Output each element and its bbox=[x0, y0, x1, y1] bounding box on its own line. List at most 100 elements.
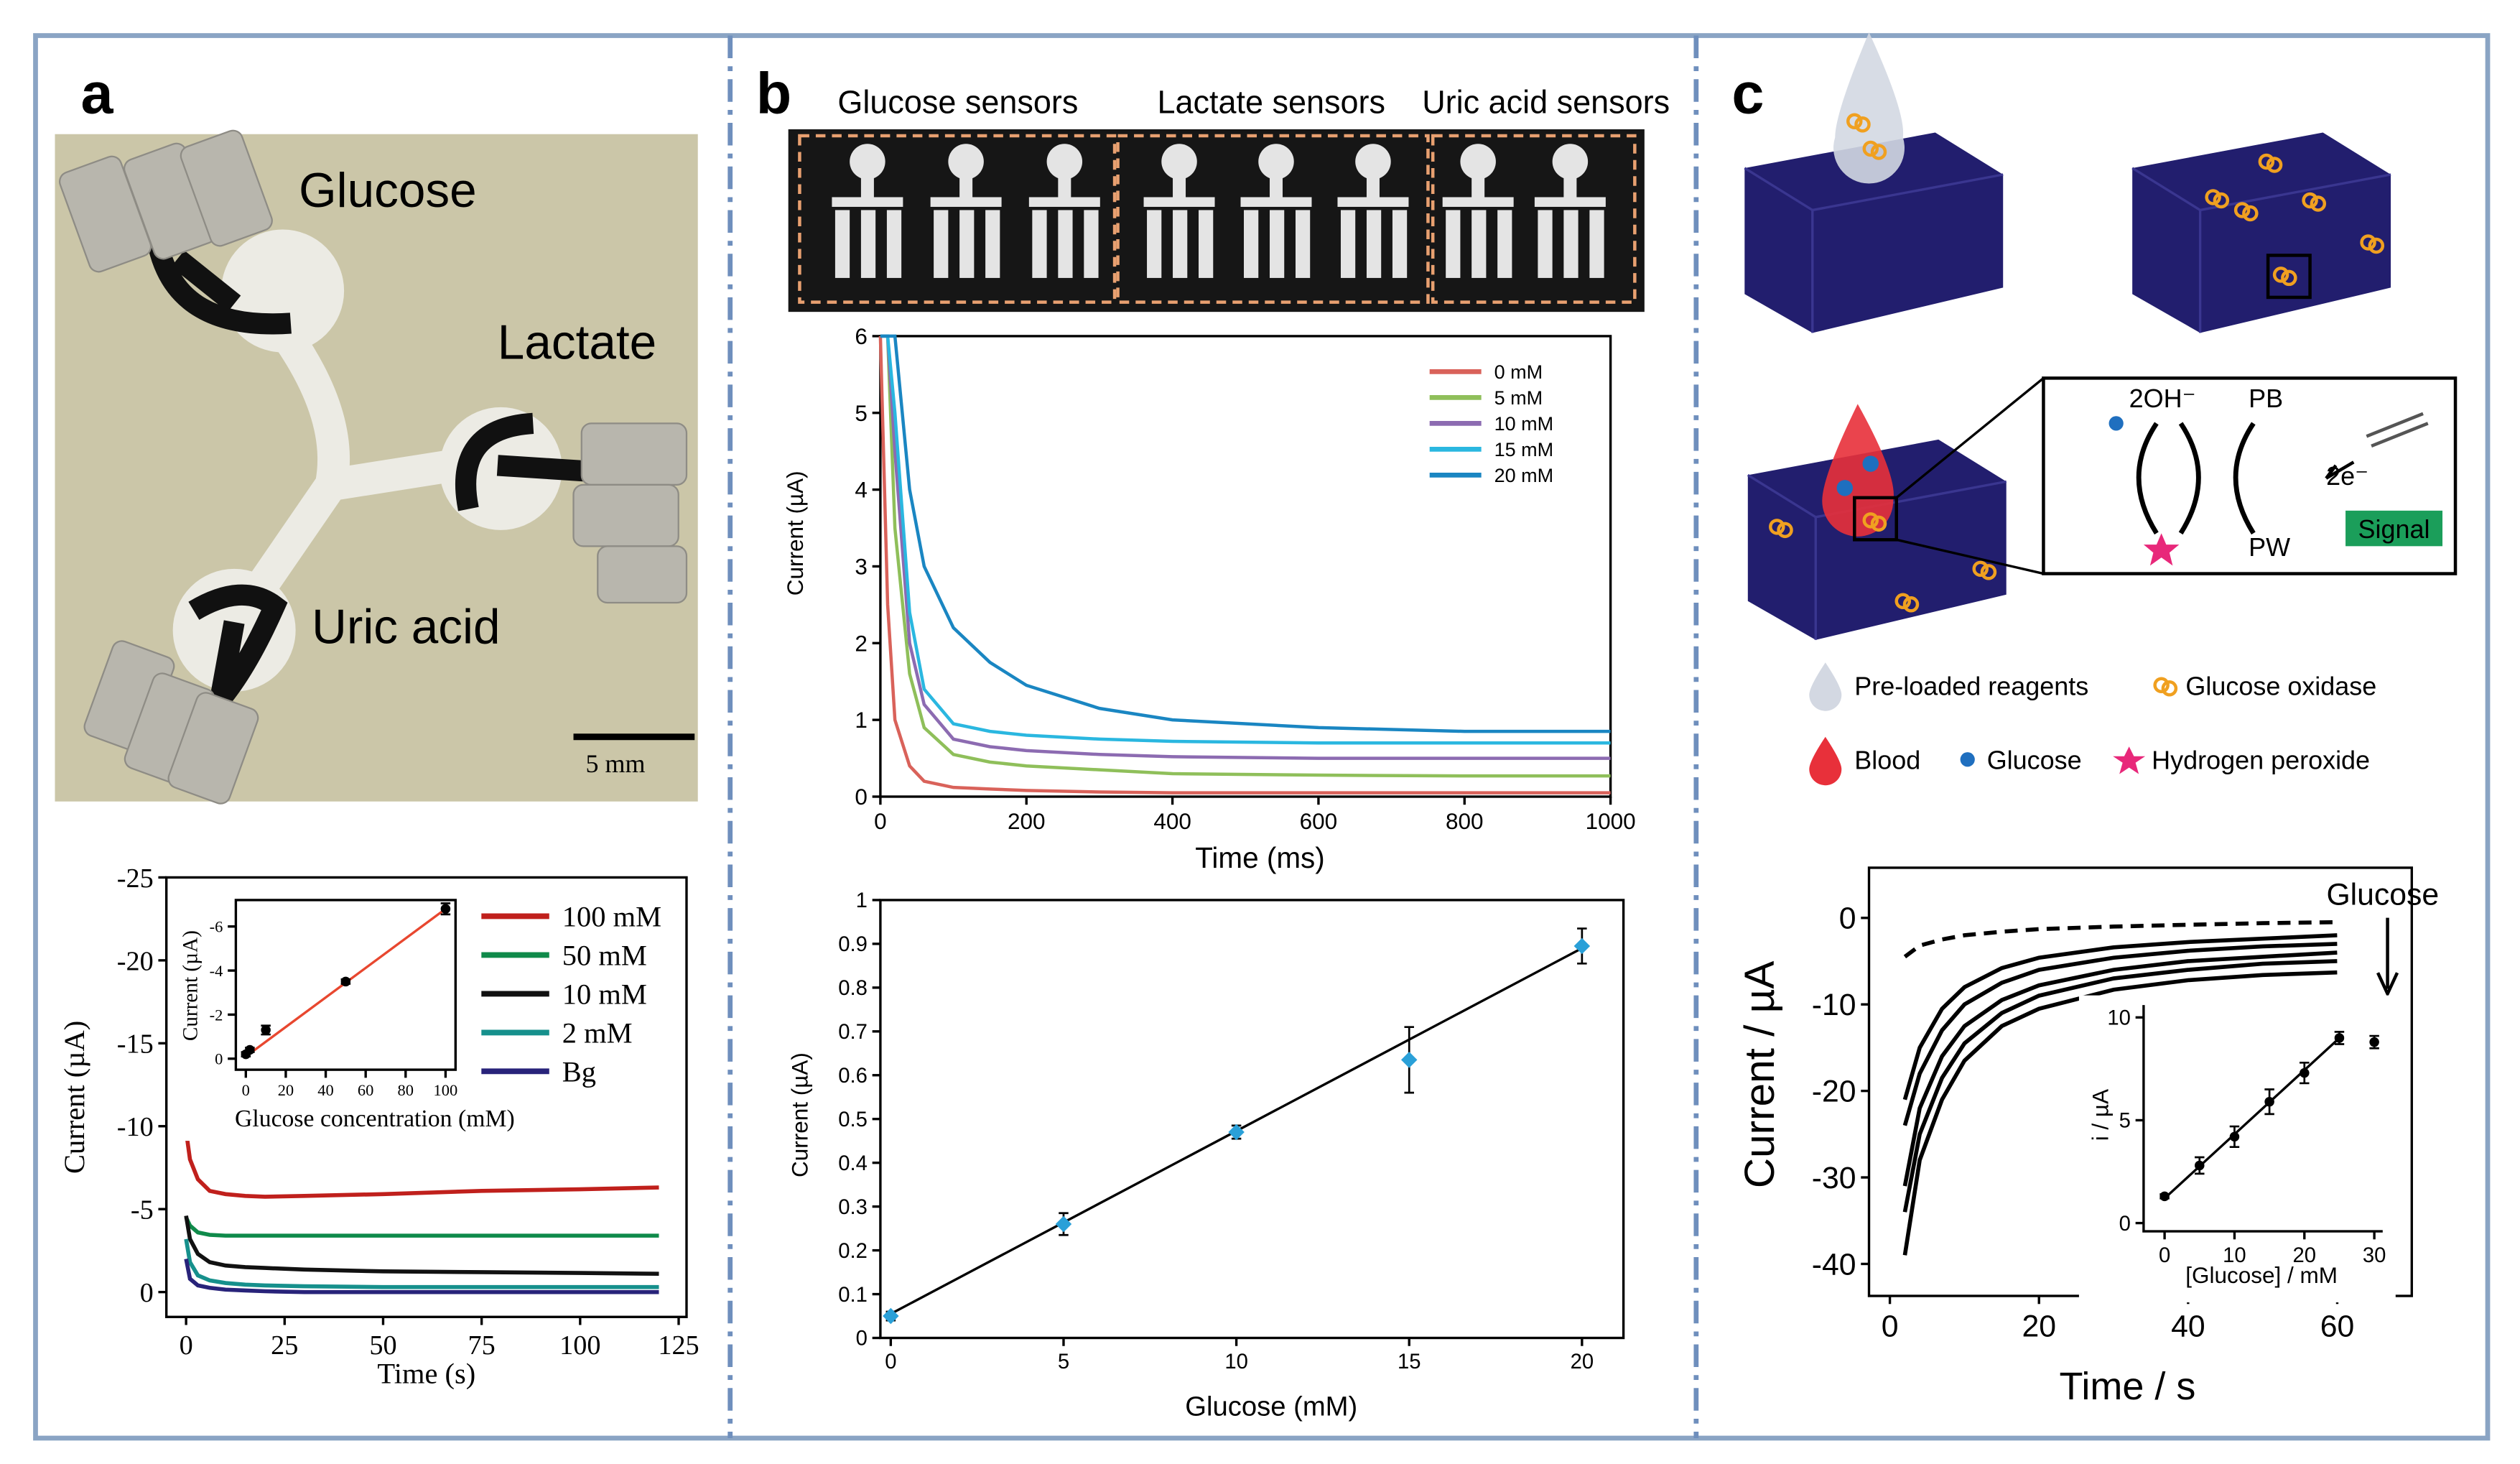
data-line bbox=[1902, 970, 2338, 1256]
cycle-label: 2e⁻ bbox=[2326, 461, 2368, 491]
x-tick-label: 60 bbox=[358, 1081, 373, 1099]
plot-frame bbox=[234, 899, 457, 1071]
photo-label: Glucose bbox=[299, 164, 477, 218]
y-tick-label: 10 bbox=[2107, 1007, 2131, 1030]
y-tick-label: 1 bbox=[855, 707, 868, 733]
legend-label: 0 mM bbox=[1494, 361, 1543, 383]
x-axis-label: Glucose concentration (mM) bbox=[235, 1106, 515, 1132]
reagent-drop bbox=[1833, 32, 1905, 184]
data-point bbox=[1228, 1124, 1245, 1141]
y-tick-label: 0 bbox=[140, 1278, 154, 1308]
x-axis-label: [Glucose] / mM bbox=[2185, 1262, 2338, 1288]
data-line bbox=[880, 334, 1611, 745]
legend-label: 10 mM bbox=[562, 978, 647, 1011]
photo-label: Lactate bbox=[498, 315, 656, 369]
data-line bbox=[1902, 950, 2338, 1187]
chart: 0 200 400 600 800 1000 0 1 2 3 4 5 6 Time (ms) Current… bbox=[782, 323, 1636, 874]
chart: 0 20 40 60 0 -10 -20 -30 -40 Time / s Current / µA… bbox=[1736, 866, 2439, 1408]
legend-label: 2 mM bbox=[562, 1017, 633, 1050]
y-tick-label: -15 bbox=[117, 1029, 154, 1060]
panel-label: a bbox=[80, 61, 113, 126]
glucose-icon bbox=[2108, 416, 2124, 431]
x-tick-label: 10 bbox=[2223, 1244, 2246, 1267]
data-point bbox=[2159, 1191, 2170, 1202]
data-point bbox=[340, 976, 351, 987]
y-tick-label: 0.6 bbox=[838, 1065, 868, 1088]
x-tick-label: 30 bbox=[2363, 1244, 2386, 1267]
data-point bbox=[2264, 1096, 2274, 1107]
strip-label: Lactate sensors bbox=[1158, 83, 1385, 120]
y-tick-label: -10 bbox=[1812, 988, 1856, 1022]
x-axis-label: Time (ms) bbox=[1195, 841, 1325, 874]
y-tick-label: 6 bbox=[855, 323, 868, 349]
legend-label: Pre-loaded reagents bbox=[1854, 671, 2088, 700]
strip-label: Glucose sensors bbox=[837, 83, 1078, 120]
data-line bbox=[1902, 959, 2338, 1213]
data-point bbox=[2229, 1131, 2240, 1142]
electron-arrow bbox=[2325, 460, 2355, 480]
legend-label: 5 mM bbox=[1494, 387, 1543, 409]
x-tick-label: 20 bbox=[278, 1081, 294, 1099]
y-tick-label: 0.2 bbox=[838, 1240, 868, 1263]
x-tick-label: 400 bbox=[1153, 808, 1191, 834]
cycle-label: PW bbox=[2249, 532, 2290, 562]
y-tick-label: 0.9 bbox=[838, 933, 868, 956]
strip-label: Uric acid sensors bbox=[1422, 83, 1670, 120]
x-tick-label: 1000 bbox=[1586, 808, 1636, 834]
y-tick-label: 0 bbox=[856, 1328, 868, 1351]
chart: 0 5 10 15 20 0 0.1 0.2 0.3 0.4 0.5 0.6 0.7 0.8 0.9 1 Glu… bbox=[787, 889, 1625, 1422]
y-tick-label: 0.1 bbox=[838, 1284, 868, 1307]
plot-frame bbox=[164, 876, 688, 1318]
contact-pads bbox=[58, 129, 688, 805]
data-point bbox=[261, 1025, 271, 1035]
zoom-box bbox=[1853, 496, 1898, 542]
y-tick-label: 0.8 bbox=[838, 977, 868, 1000]
y-tick-label: 0 bbox=[1839, 902, 1856, 936]
x-tick-label: 0 bbox=[874, 808, 887, 834]
glucose-icon bbox=[1862, 455, 1879, 472]
zoom-box bbox=[2266, 254, 2312, 300]
data-line bbox=[184, 1216, 659, 1238]
y-tick-label: 4 bbox=[855, 477, 868, 503]
x-tick-label: 600 bbox=[1300, 808, 1338, 834]
x-tick-label: 20 bbox=[1571, 1351, 1594, 1373]
data-line bbox=[878, 335, 1611, 794]
x-tick-label: 0 bbox=[885, 1351, 896, 1373]
signal-label: Signal bbox=[2358, 514, 2430, 544]
sensor-groups bbox=[798, 134, 1637, 304]
data-line bbox=[1902, 942, 2338, 1126]
x-tick-label: 80 bbox=[398, 1081, 414, 1099]
y-axis-label: Current (µA) bbox=[58, 1021, 90, 1174]
x-tick-label: 100 bbox=[434, 1081, 458, 1099]
cycle-label: 2OH⁻ bbox=[2129, 384, 2196, 413]
x-tick-label: 0 bbox=[2159, 1244, 2170, 1267]
y-axis-label: i / µA bbox=[2087, 1089, 2113, 1141]
y-axis-label: Current (µA) bbox=[787, 1052, 813, 1177]
x-tick-label: 200 bbox=[1008, 808, 1046, 834]
x-tick-label: 800 bbox=[1446, 808, 1484, 834]
electrode bbox=[148, 243, 292, 335]
legend-label: 20 mM bbox=[1494, 465, 1553, 486]
legend-label: Glucose bbox=[1987, 746, 2082, 775]
annotation-arrow bbox=[2376, 917, 2399, 998]
y-tick-label: -20 bbox=[117, 946, 154, 976]
zoom-line bbox=[1895, 377, 2045, 499]
x-tick-label: 75 bbox=[468, 1330, 496, 1361]
x-tick-label: 20 bbox=[2293, 1244, 2317, 1267]
y-tick-label: -30 bbox=[1812, 1161, 1856, 1195]
y-tick-label: 1 bbox=[856, 889, 868, 912]
cycle-arrows bbox=[2136, 422, 2256, 535]
y-tick-label: -25 bbox=[117, 863, 154, 894]
data-line bbox=[880, 334, 1611, 733]
legend-icon bbox=[2113, 746, 2146, 774]
y-axis-label: Current (µA) bbox=[782, 471, 808, 596]
legend-icon bbox=[1960, 752, 1975, 767]
y-tick-label: 0 bbox=[2119, 1213, 2131, 1236]
y-axis-label: Current (µA) bbox=[179, 930, 202, 1041]
y-tick-label: 0 bbox=[215, 1050, 223, 1068]
data-line bbox=[184, 1238, 659, 1289]
x-tick-label: 5 bbox=[1058, 1351, 1069, 1373]
y-tick-label: 3 bbox=[855, 553, 868, 579]
data-point bbox=[440, 904, 451, 914]
y-tick-label: -6 bbox=[210, 918, 223, 936]
